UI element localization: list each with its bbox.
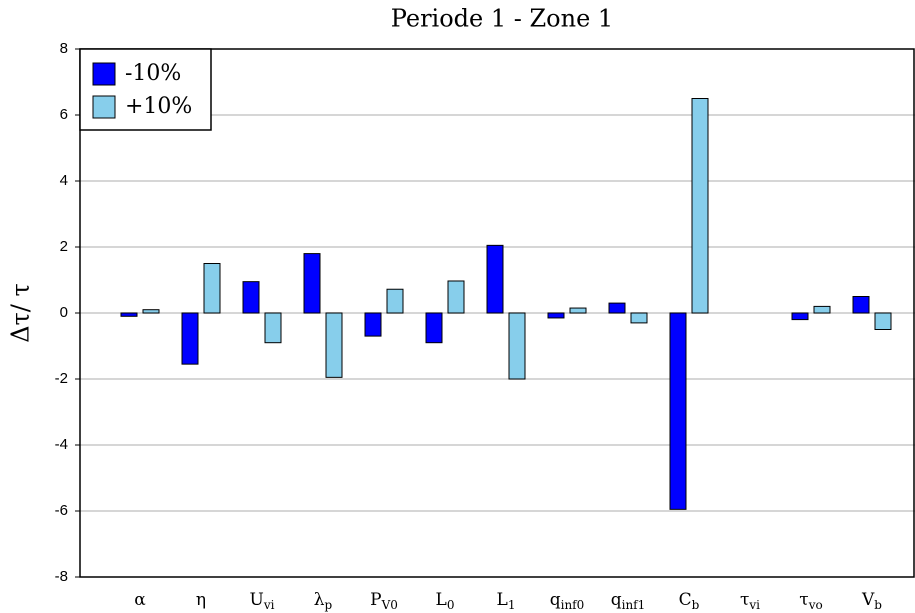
category-text: P [370, 590, 381, 610]
x-tick-label: Vb [861, 590, 882, 612]
bar [547, 312, 565, 319]
x-tick-label: PV0 [370, 590, 398, 612]
category-subscript: inf1 [622, 598, 646, 612]
category-text: U [250, 590, 264, 610]
category-text: η [196, 590, 206, 610]
y-tick-label: 2 [60, 238, 68, 255]
y-tick-label: 4 [60, 172, 68, 189]
x-tick-label: λp [314, 590, 333, 612]
category-subscript: vi [263, 598, 275, 612]
bar [791, 312, 809, 321]
legend-label: -10% [125, 61, 181, 86]
bar [264, 312, 282, 344]
x-tick-label: L0 [436, 590, 455, 612]
legend-swatch [92, 62, 116, 86]
bar [691, 98, 709, 314]
category-text: α [134, 590, 146, 610]
bar [569, 307, 587, 314]
y-tick-label: -2 [55, 370, 68, 387]
x-tick-label: η [196, 590, 206, 610]
bar [242, 281, 260, 314]
bar [142, 309, 160, 314]
x-tick-label: L1 [497, 590, 516, 612]
bar [852, 296, 870, 314]
bar [386, 288, 404, 314]
x-tick-label: qinf1 [611, 590, 646, 612]
category-text: L [497, 590, 508, 610]
category-text: q [550, 590, 561, 610]
y-tick-label: -8 [55, 568, 68, 585]
y-tick-label: 0 [60, 304, 68, 321]
category-text: τ [740, 590, 749, 610]
bar [486, 244, 504, 314]
bar [630, 312, 648, 324]
x-tick-label: qinf0 [550, 590, 585, 612]
bar [325, 312, 343, 378]
legend-swatch [92, 95, 116, 119]
y-tick-label: -6 [55, 502, 68, 519]
x-tick-label: Uvi [250, 590, 275, 612]
category-text: C [679, 590, 692, 610]
category-subscript: b [692, 598, 700, 612]
bar [181, 312, 199, 365]
category-text: L [436, 590, 447, 610]
x-tick-label: α [134, 590, 146, 610]
bar [425, 312, 443, 344]
category-text: q [611, 590, 622, 610]
bar [303, 253, 321, 314]
bar [447, 280, 465, 314]
x-tick-label: τvi [740, 590, 760, 612]
y-tick-label: 6 [60, 106, 68, 123]
category-subscript: vo [808, 598, 823, 612]
category-subscript: p [325, 598, 333, 612]
bar [608, 302, 626, 314]
legend-label: +10% [125, 94, 192, 119]
category-text: V [861, 590, 875, 610]
bar [508, 312, 526, 380]
y-tick-label: 8 [60, 40, 68, 57]
y-tick-label: -4 [55, 436, 68, 453]
x-tick-label: Cb [679, 590, 700, 612]
legend: -10% +10% [79, 48, 212, 131]
bar [813, 305, 831, 314]
category-text: λ [314, 590, 325, 610]
y-axis-label: Δτ/ τ [7, 283, 35, 343]
category-subscript: vi [748, 598, 760, 612]
plot-frame [79, 48, 915, 578]
bar [203, 263, 221, 314]
bar [669, 312, 687, 510]
category-text: τ [799, 590, 808, 610]
category-subscript: 0 [447, 598, 455, 612]
bar [120, 312, 138, 317]
category-subscript: b [874, 598, 882, 612]
chart-title: Periode 1 - Zone 1 [391, 5, 613, 33]
category-subscript: 1 [508, 598, 516, 612]
bar [874, 312, 892, 330]
category-subscript: inf0 [561, 598, 585, 612]
bar [364, 312, 382, 337]
category-subscript: V0 [381, 598, 398, 612]
x-tick-label: τvo [799, 590, 822, 612]
